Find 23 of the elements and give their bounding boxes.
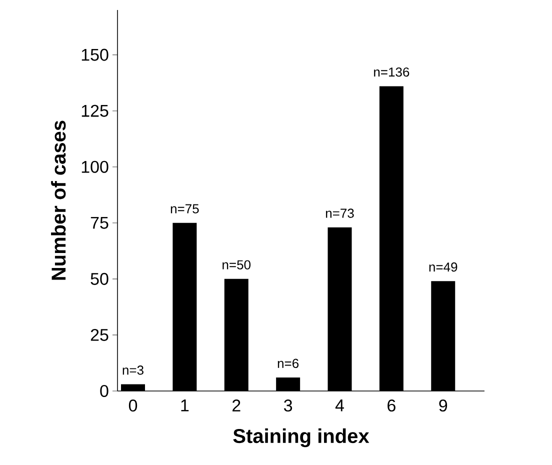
y-tick-label: 0: [100, 384, 108, 398]
data-label: n=3: [122, 366, 144, 375]
data-label: n=49: [429, 262, 458, 272]
y-tick-label: 100: [82, 160, 108, 173]
data-label: n=6: [278, 358, 299, 368]
y-tick-label: 150: [82, 48, 108, 61]
x-tick-label: 2: [232, 400, 240, 412]
x-tick-label: 4: [335, 400, 344, 412]
x-axis-title: Staining index: [233, 428, 370, 448]
data-label: n=136: [374, 67, 410, 77]
x-tick-label: 6: [388, 400, 396, 412]
data-label: n=73: [326, 208, 354, 218]
y-tick-label: 75: [90, 216, 108, 229]
x-tick-label: 0: [128, 400, 138, 412]
y-tick-label: 125: [82, 104, 108, 117]
data-label: n=50: [222, 260, 251, 270]
y-tick-label: 25: [90, 328, 108, 341]
x-tick-label: 3: [284, 400, 292, 412]
x-tick-label: 9: [439, 400, 448, 412]
x-tick-label: 1: [181, 400, 189, 412]
y-axis-title: Number of cases: [51, 120, 66, 280]
data-label: n=75: [170, 204, 199, 214]
y-tick-label: 50: [90, 272, 108, 285]
